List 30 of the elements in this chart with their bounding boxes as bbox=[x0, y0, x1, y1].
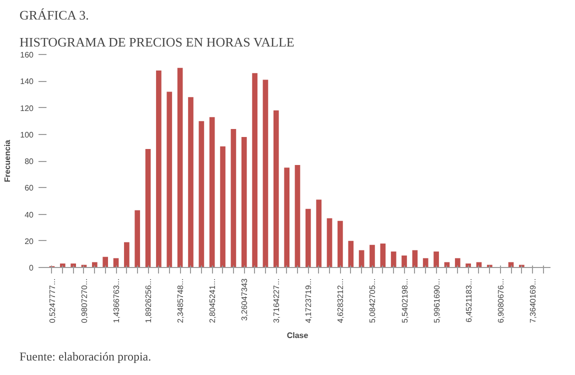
x-tick-label: 5,5402198... bbox=[400, 278, 410, 323]
x-tick-label: 1,4366763... bbox=[112, 278, 122, 323]
x-tick-label: 4,6283212... bbox=[336, 278, 346, 323]
y-tick-label: 100 bbox=[20, 130, 34, 140]
x-axis-title: Clase bbox=[286, 330, 309, 340]
x-tick-label: 1,8926256... bbox=[144, 278, 154, 323]
source-note: Fuente: elaboración propia. bbox=[20, 350, 152, 364]
x-tick-label: 5,0842705... bbox=[368, 278, 378, 323]
chart-title: GRÁFICA 3. bbox=[20, 8, 89, 22]
x-tick-label: 3,7164227... bbox=[272, 278, 282, 323]
x-tick-label: 4,1723719... bbox=[304, 278, 314, 323]
y-tick-label: 0 bbox=[29, 264, 34, 272]
chart-subtitle: HISTOGRAMA DE PRECIOS EN HORAS VALLE bbox=[20, 34, 294, 50]
y-tick-label: 80 bbox=[24, 157, 34, 166]
y-tick-label: 20 bbox=[24, 236, 34, 246]
y-tick-label: 40 bbox=[24, 210, 34, 220]
x-tick-label: 2,3485748... bbox=[176, 278, 186, 323]
y-axis-title: Frecuencia bbox=[3, 139, 12, 182]
x-tick-label: 2,8045241... bbox=[208, 278, 218, 323]
x-tick-label: 3,26047343 bbox=[240, 278, 250, 321]
x-tick-label: 7,3640169... bbox=[528, 278, 538, 323]
y-tick-label: 60 bbox=[24, 184, 34, 193]
x-tick-label: 6,4521183... bbox=[464, 278, 474, 322]
y-tick-label: 120 bbox=[20, 104, 34, 113]
y-tick-label: 140 bbox=[20, 77, 34, 86]
x-tick-label: 5,9961690... bbox=[432, 278, 442, 323]
x-tick-label: 0,5247777... bbox=[48, 278, 57, 323]
y-tick-label: 160 bbox=[20, 50, 34, 60]
x-tick-label: 0,9807270... bbox=[80, 278, 89, 323]
x-tick-label: 6,9080676... bbox=[496, 278, 506, 323]
